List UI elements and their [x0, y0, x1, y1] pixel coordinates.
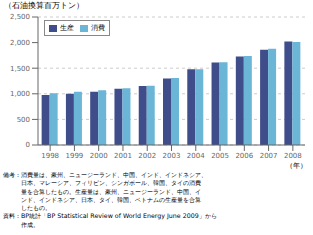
svg-text:1,500: 1,500: [10, 65, 30, 73]
svg-text:0: 0: [26, 141, 30, 149]
svg-text:1998: 1998: [41, 152, 59, 160]
html-text:したもの。: したもの。: [3, 204, 51, 212]
svg-text:2005: 2005: [211, 152, 229, 160]
svg-text:2002: 2002: [138, 152, 156, 160]
svg-text:2006: 2006: [235, 152, 253, 160]
svg-text:500: 500: [17, 116, 30, 124]
html-text:（石油換算百万トン）: （石油換算百万トン）: [4, 1, 84, 10]
svg-text:2,000: 2,000: [10, 39, 30, 47]
html-text:生産: 生産: [60, 24, 74, 32]
html-text:（年）: （年）: [286, 162, 307, 170]
svg-text:2008: 2008: [284, 152, 302, 160]
svg-text:2004: 2004: [187, 152, 205, 160]
html-text:ンド、インドネシア、日本、タイ、韓国、ベトナムの生産量を合算: ンド、インドネシア、日本、タイ、韓国、ベトナムの生産量を合算: [3, 195, 201, 203]
html-text:量を合算したもの。生産量は、豪州、ニュージーランド、中国、イ: 量を合算したもの。生産量は、豪州、ニュージーランド、中国、イ: [3, 187, 201, 195]
svg-text:2007: 2007: [260, 152, 278, 160]
svg-text:2000: 2000: [90, 152, 108, 160]
html-text:消費: 消費: [91, 24, 105, 32]
html-text:日本、マレーシア、フィリピン、シンガポール、韓国、タイの消費: 日本、マレーシア、フィリピン、シンガポール、韓国、タイの消費: [3, 179, 201, 187]
svg-text:2001: 2001: [114, 152, 132, 160]
svg-text:1,000: 1,000: [10, 90, 30, 98]
svg-text:2,500: 2,500: [10, 13, 30, 21]
html-text:作成。: 作成。: [3, 220, 39, 228]
html-text:資料：BP統計「BP Statistical Review: 資料：BP統計「BP Statistical Review of World E…: [3, 212, 217, 220]
html-text:備考：消費量は、豪州、ニュージーランド、中国、インド、インド: 備考：消費量は、豪州、ニュージーランド、中国、インド、インドネシア、: [3, 171, 207, 178]
svg-text:1999: 1999: [65, 152, 83, 160]
svg-text:2003: 2003: [163, 152, 181, 160]
